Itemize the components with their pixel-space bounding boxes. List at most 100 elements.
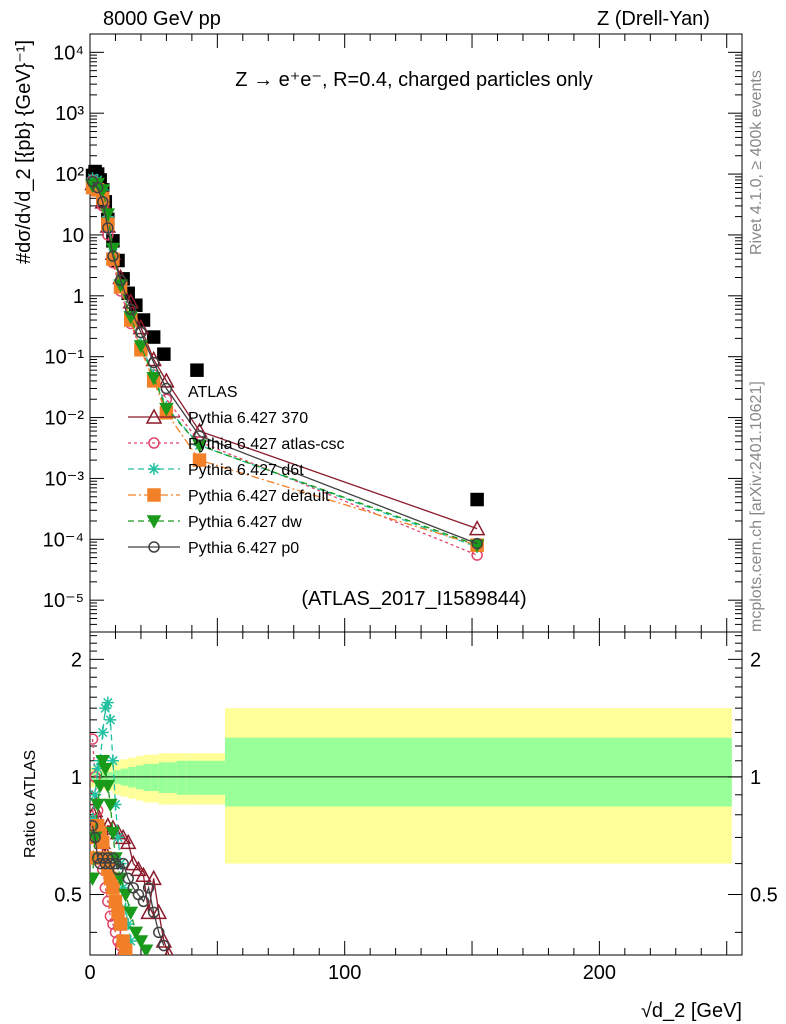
ratio-data-point (105, 715, 116, 725)
ratio-data-point (105, 826, 121, 841)
legend-entry: Pythia 6.427 370 (128, 408, 308, 427)
ratio-data-point (90, 733, 99, 745)
ratio-data-point (140, 903, 157, 920)
data-point (105, 242, 121, 257)
series-atlas (85, 164, 484, 507)
ratio-data-point (164, 946, 174, 955)
legend-marker (148, 437, 160, 449)
data-point (147, 356, 160, 369)
ratio-data-point (107, 852, 119, 864)
data-point (107, 250, 119, 262)
ratio-data-point (90, 798, 105, 813)
ratio-y-tick-label: 0.5 (54, 885, 82, 907)
main-y-axis-label: #dσ/d√d_2 [{pb} {GeV}⁻¹] (13, 40, 35, 264)
ratio-data-point (102, 852, 114, 864)
x-axis-label: √d_2 [GeV] (641, 1000, 742, 1022)
legend-label: Pythia 6.427 370 (188, 410, 308, 427)
ratio-data-point (133, 935, 149, 949)
legend-label: Pythia 6.427 dw (188, 514, 302, 531)
ratio-data-point (150, 903, 168, 920)
main-y-tick-label: 10⁻¹ (45, 347, 85, 369)
ratio-data-point (142, 882, 155, 894)
legend-label: Pythia 6.427 p0 (188, 540, 299, 557)
ratio-data-point (130, 860, 147, 877)
ratio-data-point (103, 697, 113, 708)
ratio-data-point (128, 926, 144, 940)
data-point (160, 382, 173, 395)
ratio-plot-frame (89, 631, 743, 956)
ratio-data-point (103, 798, 118, 813)
legend-label: Pythia 6.427 atlas-csc (188, 436, 345, 453)
data-point (133, 340, 149, 354)
ratio-data-point (111, 905, 125, 920)
data-point (146, 372, 161, 386)
legend-entry: Pythia 6.427 d6t (128, 462, 304, 479)
legend-label: ATLAS (188, 384, 238, 401)
x-tick-label: 0 (84, 962, 95, 984)
ratio-series-line (91, 760, 147, 951)
ratio-data-point (95, 755, 110, 769)
main-y-tick-label: 10⁻⁴ (43, 529, 84, 551)
ratio-data-point (153, 926, 165, 939)
data-point (471, 537, 483, 550)
ratio-data-point (113, 917, 128, 931)
ratio-series-pythia-6-427-p0 (90, 819, 170, 952)
ratio-data-point (109, 857, 122, 870)
data-point (190, 363, 204, 377)
stat-uncertainty-band (158, 762, 167, 793)
main-y-tick-label: 10³ (55, 103, 84, 125)
legend-label: Pythia 6.427 d6t (188, 462, 304, 479)
ratio-data-point (113, 832, 123, 843)
ratio-data-point (118, 888, 133, 903)
main-y-tick-label: 10⁻³ (45, 468, 85, 490)
data-point (95, 184, 110, 198)
series-pythia-6-427-p0 (86, 175, 483, 550)
legend-entry: Pythia 6.427 p0 (128, 540, 299, 557)
ratio-data-point (145, 869, 162, 886)
main-y-tick-label: 10² (55, 164, 84, 186)
x-tick-label: 100 (328, 962, 361, 984)
stat-uncertainty-band (166, 762, 177, 793)
ratio-data-point (125, 854, 142, 871)
main-y-tick-label: 1 (73, 286, 84, 308)
ratio-data-point (158, 939, 170, 952)
data-point (125, 303, 137, 316)
data-point (470, 492, 484, 507)
legend-entry: Pythia 6.427 atlas-csc (128, 436, 345, 453)
ratio-data-point (118, 943, 133, 955)
data-point (96, 196, 109, 208)
ratio-data-point (147, 906, 160, 919)
data-point (192, 453, 207, 467)
series-line (92, 186, 478, 546)
ratio-data-point (122, 872, 134, 885)
ratio-data-point (100, 779, 116, 794)
ratio-data-point (98, 762, 113, 777)
legend-entry: Pythia 6.427 default (128, 488, 330, 505)
ratio-y-tick-label-right: 0.5 (750, 885, 778, 907)
x-tick-label: 200 (583, 962, 616, 984)
data-point (91, 181, 104, 194)
plot-title: Z → e⁺e⁻, R=0.4, charged particles only (235, 69, 592, 91)
series-line (92, 181, 478, 545)
stat-uncertainty-band (186, 760, 200, 795)
ratio-data-point (106, 881, 120, 895)
ratio-data-point (138, 944, 154, 955)
stat-uncertainty-band (199, 760, 225, 795)
data-point (468, 519, 486, 536)
data-point (114, 274, 127, 287)
ratio-data-point (90, 790, 100, 800)
header-right: Z (Drell-Yan) (597, 8, 710, 30)
data-point (102, 222, 114, 234)
legend-marker (149, 464, 159, 474)
legend-entry: ATLAS (188, 384, 238, 401)
ratio-data-point (104, 857, 117, 870)
ratio-data-point (98, 727, 108, 738)
main-y-tick-label: 10⁴ (53, 42, 84, 64)
stat-uncertainty-band (176, 760, 187, 795)
main-y-tick-label: 10⁻⁵ (43, 590, 84, 612)
data-point (146, 330, 161, 344)
legend-entry: Pythia 6.427 dw (128, 514, 302, 531)
header-left: 8000 GeV pp (103, 8, 221, 30)
stat-uncertainty-band (143, 763, 152, 792)
ratio-y-tick-label-right: 2 (750, 649, 761, 671)
